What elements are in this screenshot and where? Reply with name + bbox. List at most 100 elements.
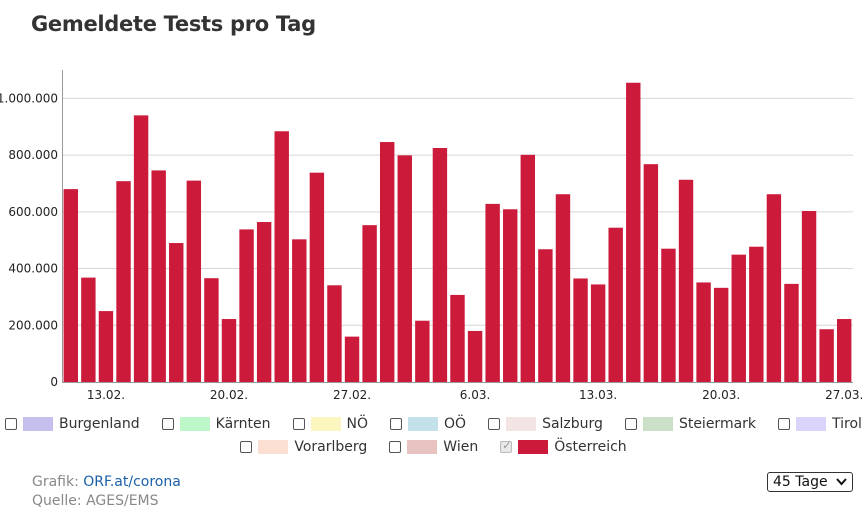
- bar: [309, 172, 325, 382]
- bar: [713, 287, 729, 382]
- bar: [415, 320, 430, 382]
- legend-checkbox[interactable]: [161, 418, 174, 430]
- legend-checkbox[interactable]: [624, 418, 637, 430]
- range-select[interactable]: 45 Tage: [767, 472, 853, 492]
- legend-checkbox[interactable]: [240, 441, 253, 453]
- source-credit: Quelle: AGES/EMS: [32, 493, 159, 509]
- legend-swatch: [408, 417, 439, 431]
- bar: [98, 311, 114, 382]
- bar: [151, 170, 166, 382]
- bar: [784, 283, 799, 382]
- bar: [344, 336, 360, 382]
- x-tick-label: 20.03.: [702, 388, 740, 400]
- legend-row-1: Burgenland Kärnten NÖ OÖ Salzburg Steiermark T…: [0, 416, 867, 432]
- legend-label: Salzburg: [542, 416, 603, 432]
- legend-label: Österreich: [554, 439, 627, 455]
- bar: [274, 131, 289, 382]
- bar: [661, 248, 676, 382]
- bar: [538, 249, 553, 382]
- bar: [450, 294, 465, 382]
- legend-label: Tirol: [832, 416, 862, 432]
- legend-checkbox[interactable]: [500, 439, 513, 453]
- legend-item[interactable]: Österreich: [500, 439, 627, 455]
- bar: [626, 82, 641, 382]
- legend-item[interactable]: Salzburg: [488, 416, 603, 432]
- bar: [678, 179, 694, 382]
- bar: [503, 209, 518, 382]
- bar: [837, 319, 852, 382]
- bar: [485, 203, 500, 382]
- legend-label: Vorarlberg: [294, 439, 368, 455]
- legend-swatch: [796, 417, 827, 431]
- grafik-credit: Grafik: ORF.at/corona: [32, 473, 181, 492]
- legend-checkbox[interactable]: [389, 441, 402, 453]
- bar: [520, 154, 536, 382]
- bar: [239, 229, 254, 382]
- legend-item[interactable]: Kärnten: [161, 416, 271, 432]
- orf-corona-link[interactable]: ORF.at/corona: [83, 474, 181, 490]
- footer: Grafik: ORF.at/corona Quelle: AGES/EMS: [32, 473, 181, 511]
- bar: [555, 194, 571, 382]
- legend-swatch: [23, 417, 54, 431]
- bar: [432, 148, 448, 382]
- bar: [573, 278, 588, 382]
- legend-checkbox[interactable]: [5, 418, 18, 430]
- range-select-value: 45 Tage: [773, 474, 828, 490]
- x-tick-label: 6.03.: [460, 388, 491, 400]
- bar: [696, 282, 711, 382]
- bar: [133, 115, 149, 382]
- bar: [608, 227, 623, 382]
- chevron-down-icon: [836, 474, 847, 490]
- legend-label: Kärnten: [215, 416, 271, 432]
- legend-swatch: [518, 440, 549, 454]
- bar: [292, 239, 307, 382]
- legend-checkbox[interactable]: [778, 418, 791, 430]
- legend-checkbox[interactable]: [292, 418, 305, 430]
- legend-item[interactable]: Vorarlberg: [240, 439, 367, 455]
- bar: [731, 254, 746, 382]
- x-tick-label: 27.03.: [825, 388, 863, 400]
- bar: [801, 210, 817, 382]
- legend-swatch: [506, 417, 537, 431]
- y-tick-label: 0: [50, 375, 58, 389]
- legend-item[interactable]: NÖ: [292, 416, 368, 432]
- bar: [221, 319, 237, 382]
- bar: [81, 277, 96, 382]
- legend-item[interactable]: Tirol: [778, 416, 862, 432]
- y-tick-label: 800.000: [8, 148, 58, 162]
- x-tick-label: 27.02.: [333, 388, 371, 400]
- y-tick-label: 200.000: [8, 318, 58, 332]
- bar: [327, 285, 342, 382]
- legend-label: OÖ: [444, 416, 467, 432]
- legend-swatch: [407, 440, 438, 454]
- legend-item[interactable]: Steiermark: [624, 416, 757, 432]
- legend-label: Burgenland: [59, 416, 140, 432]
- legend-checkbox[interactable]: [488, 418, 501, 430]
- bar: [819, 329, 834, 382]
- x-tick-label: 13.03.: [579, 388, 617, 400]
- bar: [186, 180, 202, 382]
- bar: [256, 222, 272, 382]
- legend-item[interactable]: Wien: [389, 439, 478, 455]
- legend-swatch: [179, 417, 210, 431]
- grafik-label: Grafik:: [32, 474, 79, 490]
- legend-label: Steiermark: [678, 416, 757, 432]
- bar: [362, 225, 377, 382]
- legend-item[interactable]: OÖ: [390, 416, 466, 432]
- y-tick-label: 600.000: [8, 205, 58, 219]
- bar: [379, 142, 395, 382]
- bar: [467, 330, 483, 382]
- bar: [116, 181, 131, 382]
- legend-item[interactable]: Burgenland: [5, 416, 140, 432]
- bar: [590, 284, 606, 382]
- bar: [643, 164, 659, 382]
- chart-title: Gemeldete Tests pro Tag: [31, 12, 316, 36]
- legend-checkbox[interactable]: [390, 418, 403, 430]
- bar: [749, 246, 764, 382]
- legend-swatch: [258, 440, 289, 454]
- bar: [204, 278, 219, 382]
- y-tick-label: 1.000.000: [0, 91, 58, 105]
- x-tick-label: 20.02.: [210, 388, 248, 400]
- x-tick-label: 13.02.: [87, 388, 125, 400]
- legend-label: Wien: [443, 439, 479, 455]
